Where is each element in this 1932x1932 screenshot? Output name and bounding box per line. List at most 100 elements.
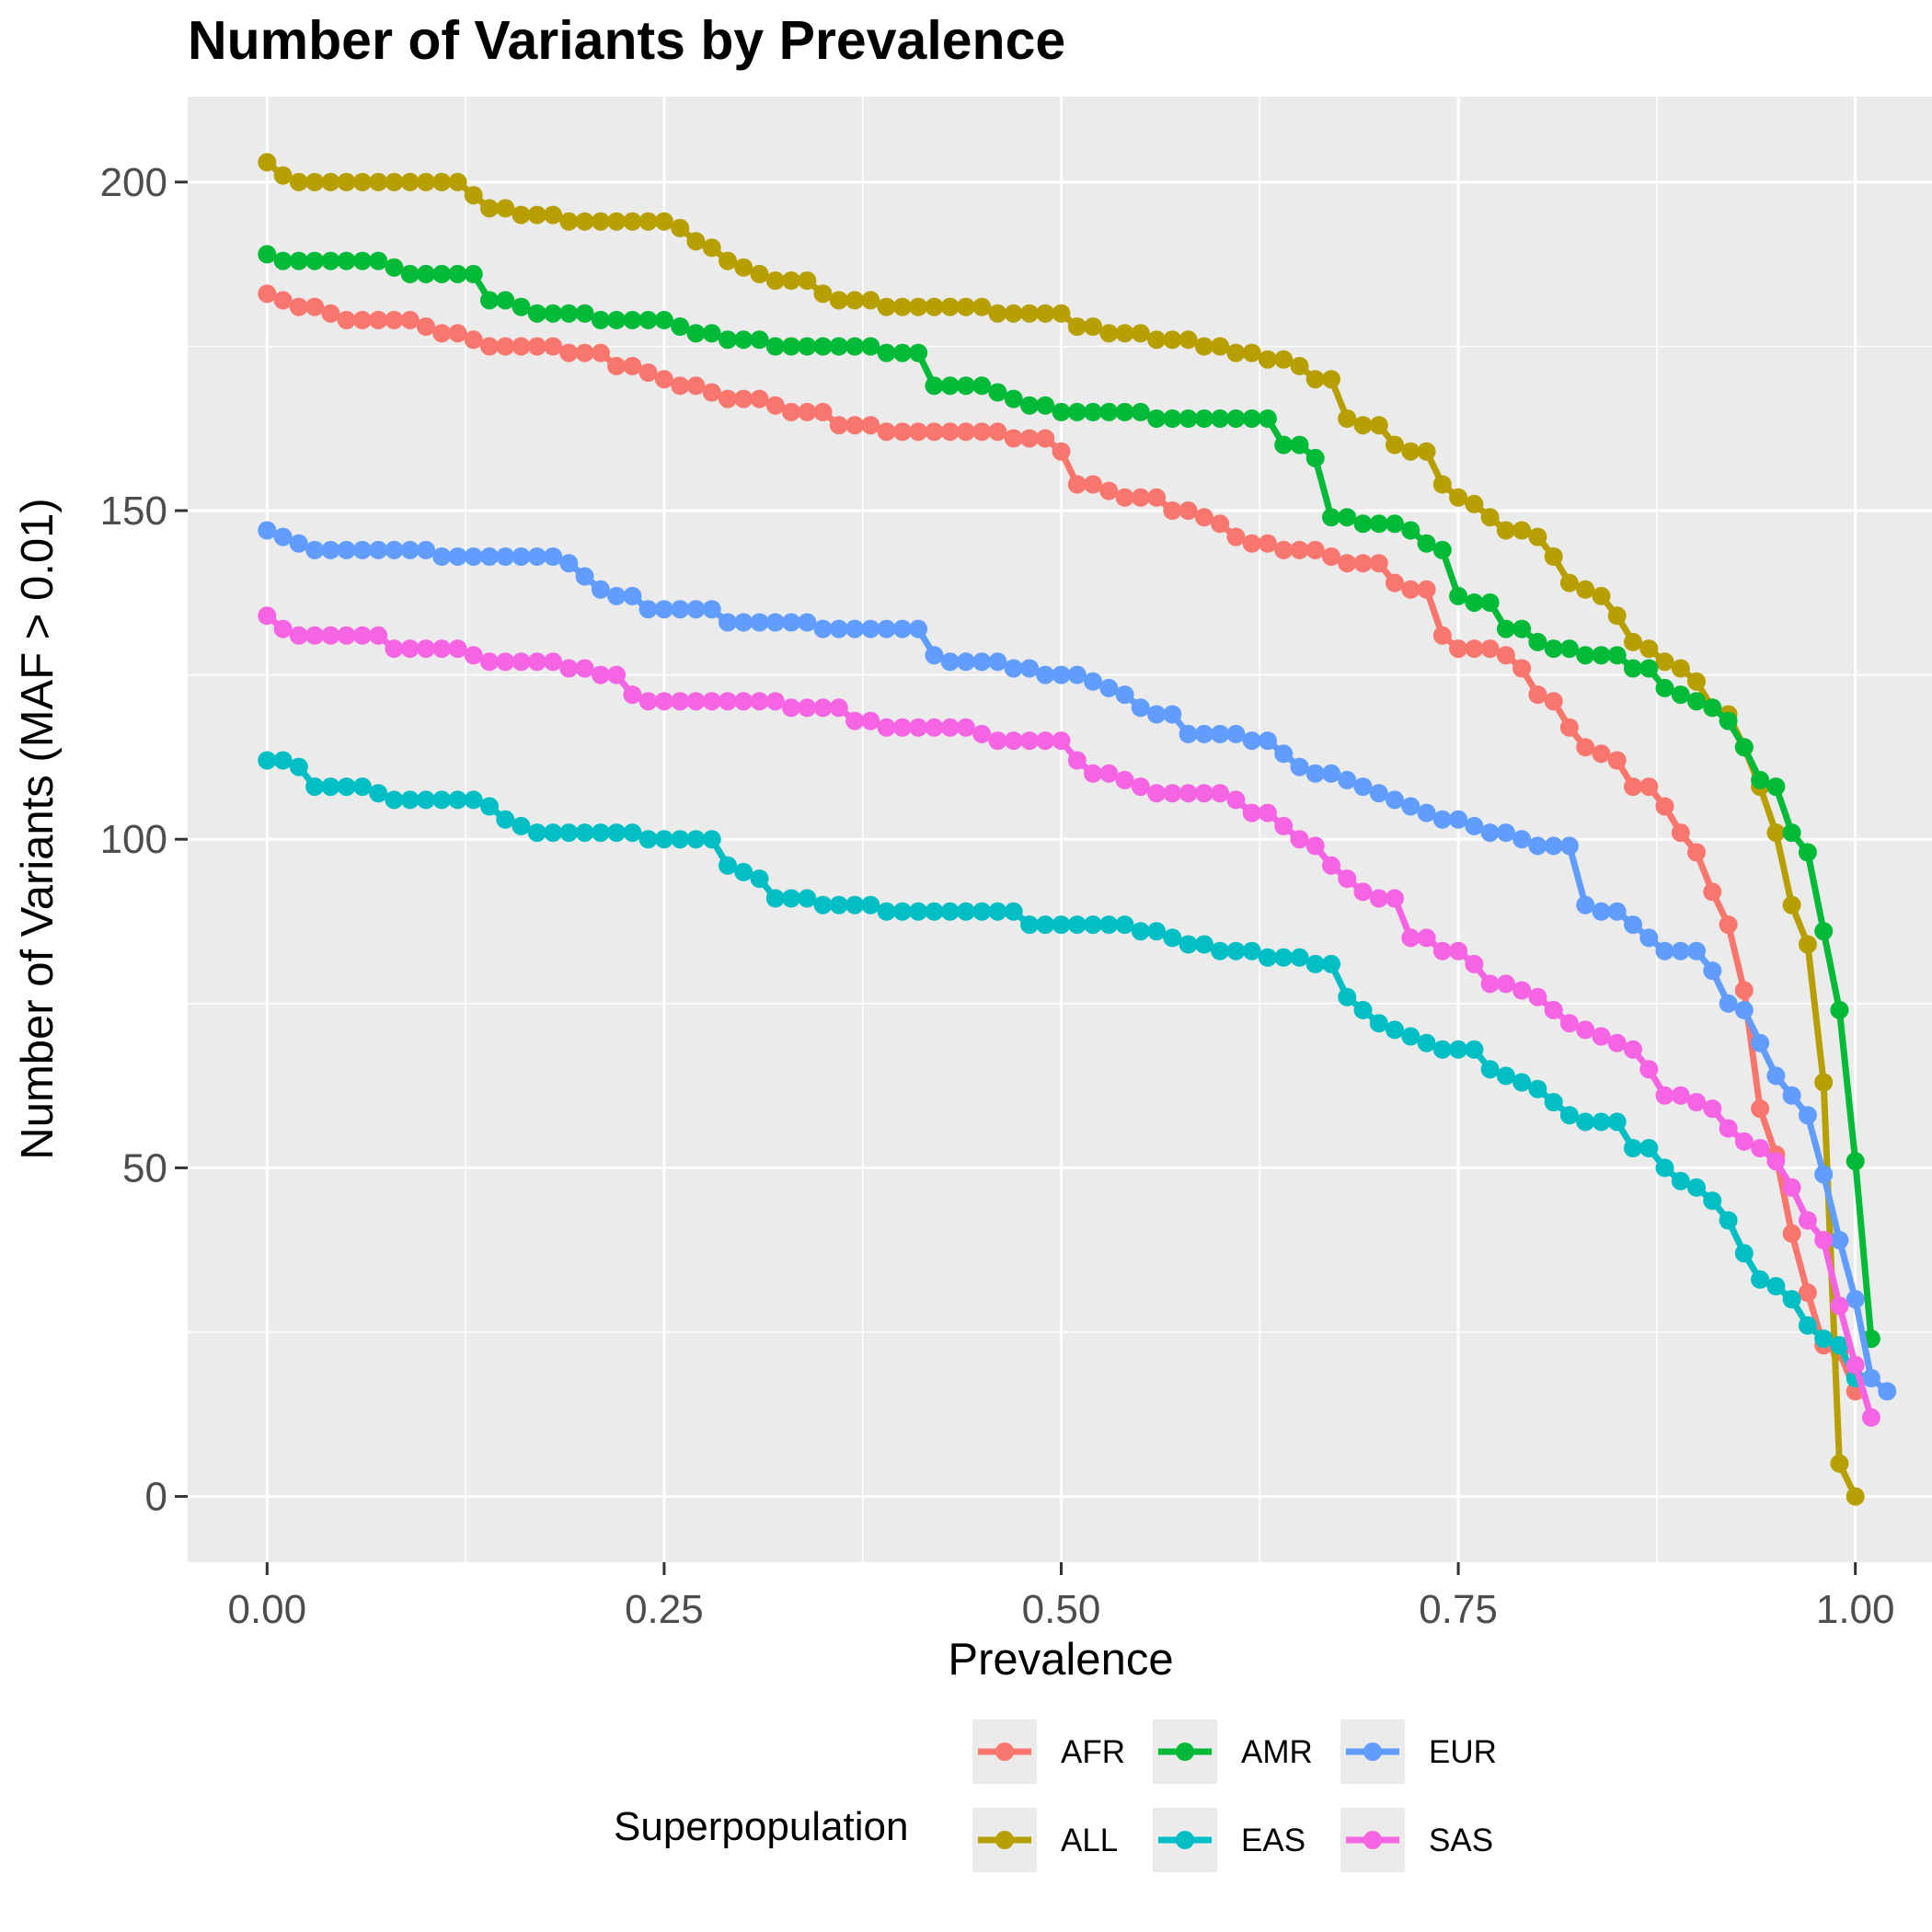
data-point <box>1449 639 1468 659</box>
data-point <box>1496 646 1515 665</box>
data-point <box>702 383 721 402</box>
data-point <box>1242 731 1261 751</box>
data-point <box>1194 337 1213 356</box>
data-point <box>1131 777 1150 797</box>
data-point <box>1480 974 1500 994</box>
data-point <box>1290 830 1309 849</box>
data-point <box>1607 1033 1627 1052</box>
data-point <box>1734 1000 1754 1019</box>
data-point <box>1798 1106 1817 1125</box>
data-point <box>1020 396 1039 415</box>
data-point <box>352 310 372 329</box>
data-point <box>765 271 785 290</box>
data-point <box>575 567 594 586</box>
data-point <box>1417 1033 1436 1052</box>
data-point <box>432 172 452 191</box>
data-point <box>305 251 325 270</box>
data-point <box>1512 659 1532 678</box>
data-point <box>289 297 308 316</box>
data-point <box>480 291 499 310</box>
data-point <box>1496 823 1515 843</box>
data-point <box>1004 429 1023 448</box>
data-point <box>496 547 515 566</box>
data-point <box>258 751 277 770</box>
data-point <box>496 291 515 310</box>
x-tick-label: 0.00 <box>227 1587 306 1632</box>
data-point <box>258 153 277 172</box>
data-point <box>1353 882 1373 902</box>
data-point <box>1814 1165 1834 1184</box>
data-point <box>1226 724 1246 743</box>
data-point <box>1290 540 1309 559</box>
data-point <box>940 376 960 396</box>
y-tick-label: 0 <box>145 1475 167 1520</box>
x-axis-title: Prevalence <box>948 1635 1173 1685</box>
data-point <box>1305 370 1325 389</box>
data-point <box>385 172 404 191</box>
data-point <box>591 310 610 329</box>
data-point <box>417 639 435 659</box>
data-point <box>400 639 420 659</box>
data-point <box>273 527 293 546</box>
legend-label: EAS <box>1241 1823 1305 1858</box>
data-point <box>671 600 690 619</box>
data-point <box>1305 836 1325 856</box>
data-point <box>1639 1060 1659 1079</box>
data-point <box>273 751 293 770</box>
data-point <box>417 317 435 336</box>
data-point <box>1226 790 1246 810</box>
data-point <box>877 343 896 362</box>
data-point <box>1766 1152 1786 1171</box>
data-point <box>1131 922 1150 941</box>
series-eas <box>258 751 1865 1387</box>
data-point <box>1338 409 1357 428</box>
data-point <box>1655 1158 1674 1178</box>
data-point <box>782 698 800 718</box>
data-point <box>1703 882 1722 902</box>
series-afr <box>258 284 1865 1401</box>
data-point <box>1353 416 1373 435</box>
data-point <box>956 376 975 396</box>
data-point <box>1084 475 1102 494</box>
data-point <box>1751 1099 1770 1119</box>
data-point <box>1624 915 1642 935</box>
data-point <box>909 422 928 442</box>
y-tick-label: 50 <box>122 1145 167 1190</box>
data-point <box>1194 784 1213 803</box>
data-point <box>369 172 388 191</box>
data-point <box>972 902 992 921</box>
data-point <box>400 790 420 810</box>
data-point <box>782 402 800 421</box>
data-point <box>972 422 992 442</box>
data-point <box>1703 1099 1722 1119</box>
data-point <box>432 790 452 810</box>
data-point <box>464 646 483 665</box>
data-point <box>925 376 944 396</box>
data-point <box>1592 586 1611 605</box>
data-point <box>1084 402 1102 421</box>
data-point <box>1432 475 1452 494</box>
data-point <box>1194 724 1213 743</box>
data-point <box>512 547 531 566</box>
y-tick-label: 200 <box>100 160 167 205</box>
data-point <box>385 639 404 659</box>
data-point <box>1179 409 1198 428</box>
data-point <box>575 659 594 678</box>
data-point <box>1719 711 1738 730</box>
data-point <box>432 264 452 283</box>
data-point <box>1576 646 1595 665</box>
data-point <box>1655 652 1674 672</box>
data-point <box>829 698 848 718</box>
data-point <box>607 823 627 843</box>
data-point <box>496 652 515 672</box>
legend-label: AMR <box>1241 1734 1313 1770</box>
data-point <box>845 337 865 356</box>
data-point <box>1544 692 1563 711</box>
data-point <box>1655 1086 1674 1105</box>
data-point <box>1338 770 1357 789</box>
data-point <box>1131 402 1150 421</box>
data-point <box>1798 843 1817 862</box>
data-point <box>1751 1139 1770 1157</box>
data-point <box>544 304 563 323</box>
data-point <box>1163 784 1182 803</box>
